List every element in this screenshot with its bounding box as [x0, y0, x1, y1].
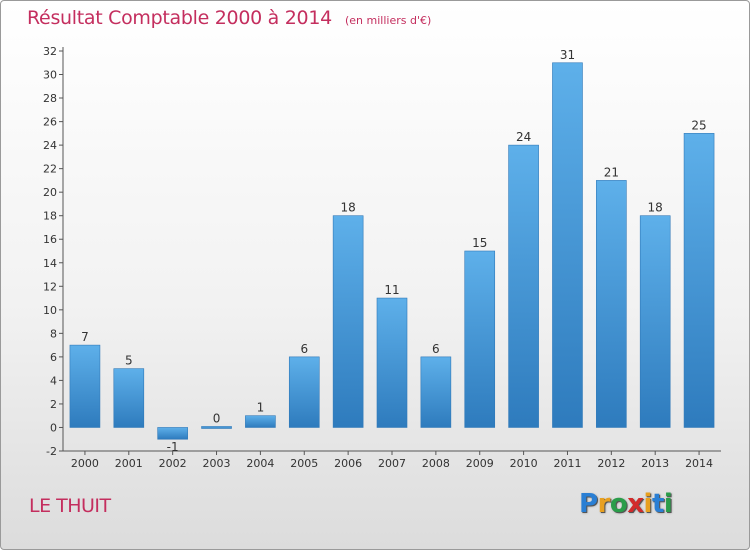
y-tick-label: 8: [50, 327, 57, 340]
y-tick-label: 16: [43, 233, 57, 246]
y-tick-label: 0: [50, 421, 57, 434]
logo-letter: o: [609, 489, 628, 519]
chart-subtitle: (en milliers d'€): [344, 14, 432, 27]
logo-letter: r: [597, 489, 611, 519]
x-tick-label: 2005: [290, 457, 318, 470]
y-tick-label: 30: [43, 69, 57, 82]
logo-letter: t: [651, 489, 664, 519]
commune-name: LE THUIT: [29, 495, 111, 517]
bar-value-label: 24: [516, 130, 531, 144]
y-tick-label: 10: [43, 304, 57, 317]
x-tick-label: 2011: [553, 457, 581, 470]
logo-letter: P: [579, 489, 598, 519]
bar: [552, 62, 583, 428]
bar-value-label: 18: [340, 201, 355, 215]
bar: [113, 368, 145, 428]
x-tick-label: 2014: [685, 457, 713, 470]
bar: [157, 427, 188, 440]
x-tick-label: 2012: [597, 457, 625, 470]
bar: [332, 215, 364, 428]
bar-value-label: 1: [257, 401, 265, 415]
bar: [683, 133, 715, 428]
bar: [596, 180, 627, 428]
bar-value-label: 21: [604, 165, 619, 179]
bar-value-label: 11: [384, 283, 399, 297]
bar-value-label: 0: [213, 411, 221, 425]
chart-title: Résultat Comptable 2000 à 2014: [27, 7, 332, 29]
logo-letter: x: [627, 489, 644, 519]
bar-value-label: 6: [300, 342, 308, 356]
x-tick-label: 2002: [159, 457, 187, 470]
bar: [288, 356, 320, 428]
y-tick-label: 28: [43, 92, 57, 105]
y-tick-label: 6: [50, 351, 57, 364]
y-tick-label: 2: [50, 398, 57, 411]
bar-value-label: 7: [81, 330, 89, 344]
x-tick-label: 2013: [641, 457, 669, 470]
bar-value-label: 18: [648, 201, 663, 215]
bar-value-label: 25: [691, 118, 706, 132]
y-tick-label: 14: [43, 257, 57, 270]
y-tick-label: 26: [43, 116, 57, 129]
x-tick-label: 2003: [203, 457, 231, 470]
y-tick-label: 20: [43, 186, 57, 199]
bar-value-label: 5: [125, 354, 133, 368]
x-tick-label: 2008: [422, 457, 450, 470]
logo-letter: i: [663, 489, 673, 519]
logo-letter: i: [643, 489, 653, 519]
y-tick-label: 18: [43, 210, 57, 223]
x-tick-label: 2007: [378, 457, 406, 470]
bar-value-label: 15: [472, 236, 487, 250]
proxiti-logo[interactable]: Proxiti: [579, 489, 673, 519]
y-tick-label: 32: [43, 45, 57, 58]
bar: [376, 297, 408, 428]
bar: [420, 356, 452, 428]
bar: [201, 426, 232, 429]
title-row: Résultat Comptable 2000 à 2014 (en milli…: [27, 7, 431, 29]
y-tick-label: 24: [43, 139, 57, 152]
x-tick-label: 2010: [510, 457, 538, 470]
bar-value-label: 31: [560, 48, 575, 62]
x-tick-label: 2000: [71, 457, 99, 470]
bar: [464, 250, 496, 428]
bar-value-label: 6: [432, 342, 440, 356]
y-tick-label: -2: [46, 445, 57, 458]
x-tick-label: 2009: [466, 457, 494, 470]
bar: [245, 415, 276, 428]
x-tick-label: 2004: [246, 457, 274, 470]
y-tick-label: 22: [43, 163, 57, 176]
bar: [69, 344, 101, 428]
y-tick-label: 4: [50, 374, 57, 387]
bar: [639, 215, 671, 428]
x-tick-label: 2006: [334, 457, 362, 470]
bar-value-label: -1: [167, 440, 179, 454]
x-tick-label: 2001: [115, 457, 143, 470]
bar: [508, 144, 539, 428]
y-tick-label: 12: [43, 280, 57, 293]
